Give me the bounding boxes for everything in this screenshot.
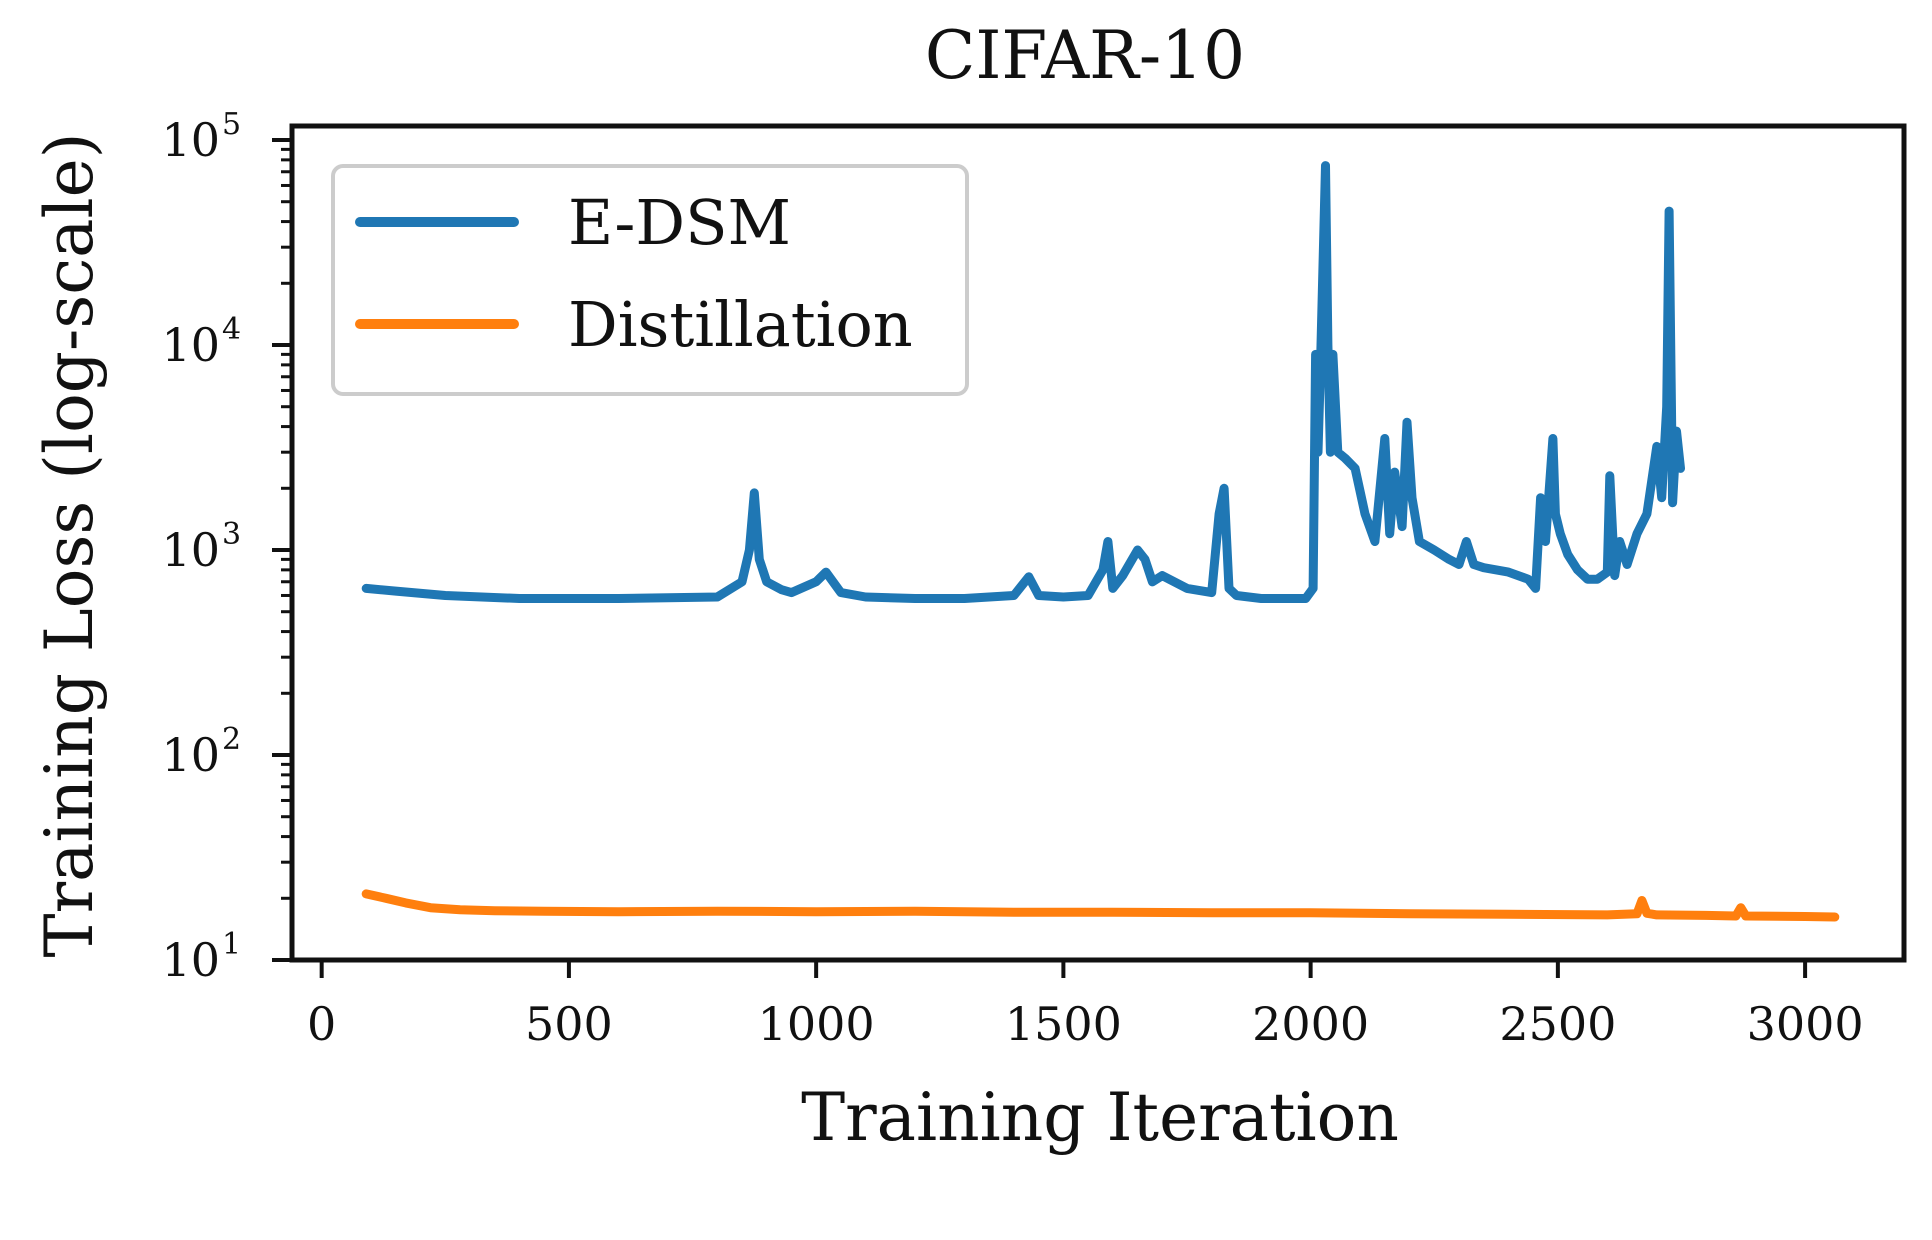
x-tick-label: 500 [525,997,613,1051]
y-tick-exponent: 2 [222,722,241,757]
series-line-distillation [361,889,1840,922]
plot-frame [289,123,1907,963]
x-tick-label: 3000 [1747,997,1864,1051]
series-line-e-dsm [361,161,1685,603]
y-tick-exponent: 1 [222,927,241,962]
x-tick-label: 1500 [1005,997,1122,1051]
series-layer [361,161,1840,922]
legend-label-distillation: Distillation [568,288,913,361]
x-tick-label: 0 [307,997,336,1051]
y-tick-label: 10 [161,113,220,167]
x-axis-label: Training Iteration [801,1079,1399,1156]
y-tick-exponent: 3 [222,517,241,552]
legend-label-e-dsm: E-DSM [568,186,791,259]
y-tick-label: 10 [161,318,220,372]
y-axis-label: Training Loss (log-scale) [31,133,108,958]
y-tick-label: 10 [161,523,220,577]
chart-title: CIFAR-10 [925,17,1245,94]
y-tick-label: 10 [161,933,220,987]
y-tick-exponent: 5 [222,107,241,142]
y-tick-exponent: 4 [222,312,241,347]
x-tick-label: 2000 [1252,997,1369,1051]
legend: E-DSM Distillation [331,164,969,396]
y-tick-label: 10 [161,728,220,782]
x-tick-label: 1000 [758,997,875,1051]
x-tick-label: 2500 [1499,997,1616,1051]
